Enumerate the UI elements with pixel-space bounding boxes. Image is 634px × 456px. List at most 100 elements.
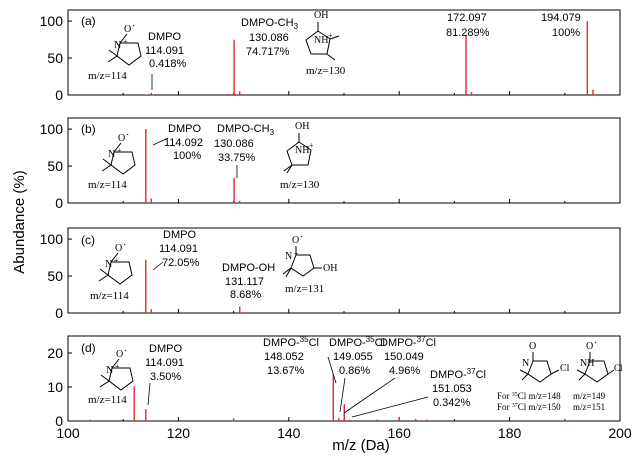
panel-tag-c: (c) xyxy=(81,233,95,247)
atom-cl-d2: Cl xyxy=(560,363,570,374)
label-mz-d4: 150.049 xyxy=(384,351,424,363)
mz-label-b1: m/z=114 xyxy=(88,179,127,191)
y-tick-label-c-2: 100 xyxy=(40,231,64,247)
label-dmpo-d: DMPO xyxy=(149,343,182,355)
atom-o-c: O xyxy=(115,243,122,254)
leader-dmpo-d xyxy=(148,383,150,405)
y-axis-label: Abundance (%) xyxy=(11,170,28,273)
label-mz-a1: 114.091 xyxy=(145,45,184,57)
y-tick-label-a-0: 0 xyxy=(55,87,63,103)
label-dmpo35cl-d2: DMPO-35Cl xyxy=(329,335,385,349)
x-tick-label-3: 160 xyxy=(388,425,412,441)
mz-label-c2: m/z=131 xyxy=(285,283,324,295)
label-pct-d4: 4.96% xyxy=(389,365,420,377)
y-tick-label-d-2: 20 xyxy=(47,345,63,361)
atom-o-c2: O xyxy=(292,235,299,246)
x-axis-label: m/z (Da) xyxy=(332,437,390,454)
atom-cl-d3: Cl xyxy=(614,363,623,373)
radical-c: · xyxy=(123,240,126,251)
label-pct-a4: 100% xyxy=(552,27,580,39)
label-mz-b1: 114.092 xyxy=(164,137,203,149)
label-dmpo-c: DMPO xyxy=(163,229,196,241)
atom-n-c: N xyxy=(105,259,112,270)
charge-c: + xyxy=(114,256,119,265)
y-tick-label-b-0: 0 xyxy=(55,195,63,211)
label-mz-d5: 151.053 xyxy=(432,383,472,395)
label-mz-c1: 114.091 xyxy=(159,243,198,255)
label-dmpooh-c: DMPO-OH xyxy=(222,262,275,274)
label-pct-d2: 13.67% xyxy=(267,365,305,377)
atom-o-b: O xyxy=(118,133,125,144)
panel-tag-b: (b) xyxy=(81,122,96,136)
mz-label-b2: m/z=130 xyxy=(280,179,320,191)
y-tick-label-c-0: 0 xyxy=(55,305,63,321)
y-tick-label-a-2: 100 xyxy=(40,13,64,29)
panel-tag-d: (d) xyxy=(81,341,96,355)
label-pct-a2: 74.717% xyxy=(246,46,290,58)
label-dmpoch3-b: DMPO-CH3 xyxy=(217,123,275,137)
label-pct-d5: 0.342% xyxy=(433,397,471,409)
atom-oh-a: OH xyxy=(314,10,328,21)
y-tick-label-b-1: 50 xyxy=(47,158,63,174)
atom-oh-c2: OH xyxy=(323,263,337,274)
charge-d: + xyxy=(115,362,120,371)
mz-label-d1: m/z=114 xyxy=(88,394,127,406)
atom-n-d: N xyxy=(106,365,113,376)
label-pct-c2: 8.68% xyxy=(230,289,261,301)
x-tick-label-4: 180 xyxy=(498,425,522,441)
charge-a: + xyxy=(123,37,128,46)
plot-frame-b xyxy=(68,118,620,203)
atom-o-d3: O xyxy=(586,341,593,352)
label-mz-a3: 172.097 xyxy=(447,12,487,24)
y-tick-label-d-1: 10 xyxy=(47,379,63,395)
atom-oh-b: OH xyxy=(295,121,309,132)
label-dmpo37cl-d1: DMPO-37Cl xyxy=(380,335,436,349)
label-mz-d1: 114.091 xyxy=(145,357,184,369)
label-pct-b1: 100% xyxy=(173,150,201,162)
label-dmpo35cl-d1: DMPO-35Cl xyxy=(263,335,319,349)
y-tick-label-c-1: 50 xyxy=(47,268,63,284)
label-dmpo-b: DMPO xyxy=(168,123,201,135)
label-mz-d2: 148.052 xyxy=(264,351,304,363)
sub-3-a: 3 xyxy=(294,22,299,31)
atom-n-d2: N xyxy=(522,358,529,369)
charge-nh-a: + xyxy=(328,31,333,40)
label-pct-c1: 72.05% xyxy=(162,257,200,269)
label-mz-c2: 131.117 xyxy=(225,276,264,288)
label-pct-d1: 3.50% xyxy=(150,371,181,383)
mz-label-a1: m/z=114 xyxy=(88,70,127,82)
atom-n-a: N xyxy=(114,40,121,51)
mz-label-a2: m/z=130 xyxy=(306,65,346,77)
radical-b: · xyxy=(126,130,129,141)
atom-o-d2: O xyxy=(529,341,536,352)
panel-c: 0 50 100 xyxy=(40,228,620,321)
plot-frame-c xyxy=(68,228,620,313)
label-mz-d3: 149.055 xyxy=(333,351,373,363)
atom-n-b: N xyxy=(108,149,115,160)
atom-o-a: O xyxy=(124,24,131,35)
mz-label-c1: m/z=114 xyxy=(90,290,129,302)
radical-a: · xyxy=(132,21,135,32)
y-tick-label-b-2: 100 xyxy=(40,121,64,137)
atom-nh-b: NH xyxy=(295,145,309,156)
radical-d: · xyxy=(124,346,127,357)
y-tick-label-a-1: 50 xyxy=(47,50,63,66)
x-tick-label-1: 120 xyxy=(167,425,191,441)
x-tick-label-2: 140 xyxy=(277,425,301,441)
x-tick-label-5: 200 xyxy=(608,425,632,441)
atom-nh-a: NH xyxy=(314,35,328,46)
label-mz-a2: 130.086 xyxy=(249,32,289,44)
x-tick-label-0: 100 xyxy=(56,425,80,441)
atom-n-c2: N xyxy=(285,251,292,262)
atom-o-d: O xyxy=(116,349,123,360)
charge-c2: + xyxy=(294,249,299,258)
charge-nh-b: + xyxy=(309,141,314,150)
radical-d3: · xyxy=(594,338,597,349)
sub-3-b: 3 xyxy=(270,128,275,137)
label-dmpo-a: DMPO xyxy=(148,31,181,43)
label-dmpoch3-a: DMPO-CH3 xyxy=(241,17,299,31)
panel-tag-a: (a) xyxy=(81,14,96,28)
mz-label-d149: m/z=149 xyxy=(573,391,606,401)
label-pct-d3: 0.86% xyxy=(339,365,370,377)
